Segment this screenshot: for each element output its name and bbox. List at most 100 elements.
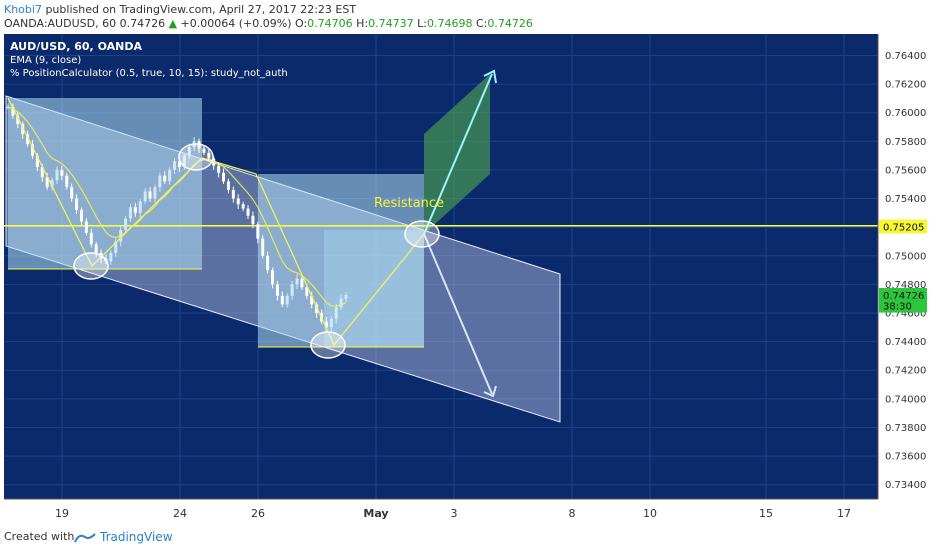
candle-body bbox=[271, 270, 275, 285]
candle-body bbox=[187, 147, 191, 156]
down-projection bbox=[423, 233, 493, 395]
touch-ellipse-1 bbox=[73, 252, 109, 280]
candle-body bbox=[75, 198, 79, 210]
candle-body bbox=[16, 115, 20, 125]
last-price: 0.74726 bbox=[119, 17, 166, 30]
candle-body bbox=[79, 209, 83, 222]
candle-body bbox=[114, 241, 118, 253]
candle-body bbox=[11, 106, 15, 116]
candle-body bbox=[226, 181, 230, 190]
x-tick-label: 19 bbox=[55, 507, 69, 520]
resistance-label: Resistance bbox=[374, 196, 444, 211]
close-label: C: bbox=[476, 17, 488, 30]
x-tick-label: 8 bbox=[569, 507, 576, 520]
touch-ellipse-2 bbox=[178, 143, 214, 171]
candle-body bbox=[21, 124, 25, 135]
candle-body bbox=[45, 177, 49, 188]
x-tick-label: 26 bbox=[251, 507, 265, 520]
candle-body bbox=[334, 307, 338, 319]
header: Khobi7 published on TradingView.com, Apr… bbox=[0, 0, 932, 34]
time-axis[interactable] bbox=[4, 499, 878, 524]
pattern-box-1 bbox=[8, 98, 202, 269]
candle-body bbox=[202, 148, 206, 153]
tradingview-logo-icon bbox=[74, 533, 96, 543]
price-label-text: 38:30 bbox=[883, 302, 912, 313]
candle-body bbox=[246, 208, 250, 216]
candle-body bbox=[158, 175, 162, 188]
candle-body bbox=[70, 187, 74, 199]
pattern-box-2 bbox=[258, 174, 424, 347]
candle-body bbox=[50, 179, 54, 188]
legend-symbol: AUD/USD, 60, OANDA bbox=[10, 40, 142, 53]
y-tick-label: 0.73800 bbox=[885, 423, 926, 434]
candle-body bbox=[153, 187, 157, 199]
up-projection bbox=[423, 73, 493, 235]
candle-body bbox=[315, 304, 319, 313]
symbol-text: OANDA:AUDUSD, 60 bbox=[4, 17, 117, 30]
candle-body bbox=[128, 207, 132, 219]
x-tick-label: 17 bbox=[837, 507, 851, 520]
price-label-bg bbox=[879, 219, 927, 234]
candle-body bbox=[324, 321, 328, 328]
candle-body bbox=[60, 169, 64, 176]
candle-body bbox=[163, 175, 167, 182]
candle-body bbox=[173, 161, 177, 170]
low-value: 0.74698 bbox=[427, 17, 473, 30]
y-tick-label: 0.74200 bbox=[885, 366, 926, 377]
candle-body bbox=[290, 284, 294, 296]
y-tick-label: 0.74000 bbox=[885, 394, 926, 405]
candle-body bbox=[236, 198, 240, 205]
author-link[interactable]: Khobi7 bbox=[4, 3, 42, 16]
candle-body bbox=[256, 224, 260, 239]
candle-body bbox=[231, 189, 235, 199]
y-tick-label: 0.75600 bbox=[885, 165, 926, 176]
time-ticks: 19 24 26 May 3 8 10 15 17 bbox=[55, 507, 851, 520]
candle-body bbox=[65, 175, 69, 188]
up-arrow-icon: ▲ bbox=[168, 17, 178, 30]
y-tick-label: 0.76400 bbox=[885, 51, 926, 62]
x-tick-label: 24 bbox=[173, 507, 187, 520]
price-label-bg bbox=[879, 287, 927, 302]
open-label: O: bbox=[295, 17, 308, 30]
candle-body bbox=[133, 207, 137, 213]
candle-body bbox=[222, 172, 226, 182]
up-arrow-head-icon bbox=[483, 69, 497, 84]
price-chart[interactable]: Resistance AUD/USD, 60, OANDA EMA (9, cl… bbox=[4, 34, 928, 524]
candle-body bbox=[124, 218, 128, 231]
price-label-bg bbox=[879, 298, 927, 313]
pattern-box-3 bbox=[324, 230, 424, 347]
candle-body bbox=[329, 318, 333, 328]
y-tick-label: 0.73600 bbox=[885, 452, 926, 463]
zigzag-pattern bbox=[7, 97, 425, 347]
candle-body bbox=[26, 134, 30, 145]
high-value: 0.74737 bbox=[368, 17, 414, 30]
publish-line: Khobi7 published on TradingView.com, Apr… bbox=[4, 3, 356, 16]
candle-body bbox=[339, 298, 343, 308]
price-axis[interactable] bbox=[878, 34, 928, 524]
candle-body bbox=[84, 221, 88, 233]
touch-ellipse-4 bbox=[404, 220, 440, 248]
candle-body bbox=[241, 204, 245, 209]
candle-body bbox=[275, 284, 279, 296]
low-label: L: bbox=[417, 17, 427, 30]
candle-body bbox=[261, 238, 265, 256]
candle-body bbox=[168, 169, 172, 182]
x-tick-label: 3 bbox=[451, 507, 458, 520]
price-change: +0.00064 (+0.09%) bbox=[180, 17, 292, 30]
x-tick-label: May bbox=[363, 507, 388, 520]
candle-body bbox=[55, 169, 59, 180]
x-tick-label: 15 bbox=[759, 507, 773, 520]
candle-body bbox=[217, 165, 221, 173]
tradingview-link[interactable]: TradingView bbox=[100, 530, 173, 544]
legend-ema[interactable]: EMA (9, close) bbox=[10, 55, 81, 66]
candle-body bbox=[344, 294, 348, 299]
candle-body bbox=[40, 167, 44, 178]
symbol-line: OANDA:AUDUSD, 60 0.74726 ▲ +0.00064 (+0.… bbox=[4, 17, 533, 30]
legend-position-calculator[interactable]: % PositionCalculator (0.5, true, 10, 15)… bbox=[10, 68, 288, 79]
candle-body bbox=[30, 144, 34, 156]
y-tick-label: 0.74600 bbox=[885, 309, 926, 320]
price-label-text: 0.74726 bbox=[883, 291, 924, 302]
candle-body bbox=[266, 255, 270, 271]
candle-body bbox=[310, 295, 314, 305]
candle-body bbox=[182, 155, 186, 168]
